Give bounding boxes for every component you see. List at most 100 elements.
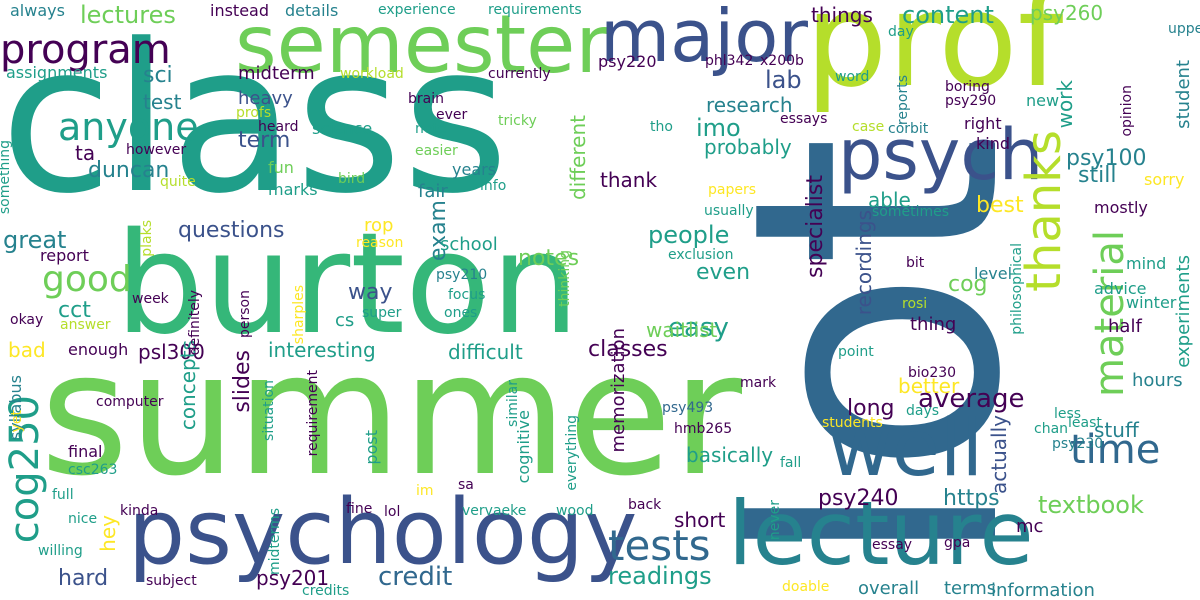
word-school: school — [440, 234, 498, 255]
word-classes: classes — [588, 337, 668, 362]
word-exclusion: exclusion — [668, 247, 734, 263]
word-willing: willing — [38, 543, 83, 559]
word-similar: similar — [505, 380, 521, 427]
word-different: different — [566, 115, 590, 200]
word-however: however — [126, 142, 187, 158]
word-week: week — [132, 291, 169, 307]
word-kind: kind — [976, 134, 1011, 153]
word-final: final — [68, 442, 103, 461]
word-instead: instead — [210, 1, 269, 20]
word-class: class — [0, 1, 509, 239]
word-material: material — [1087, 230, 1133, 397]
word-usually: usually — [704, 203, 754, 219]
word-psy230: psy230 — [1052, 436, 1104, 452]
word-half: half — [1108, 316, 1142, 337]
word-mc: mc — [1016, 516, 1044, 537]
word-everything: everything — [564, 415, 580, 491]
word-doable: doable — [782, 579, 830, 595]
word-experiments: experiments — [1173, 255, 1194, 368]
word-report: report — [40, 246, 89, 265]
word-kinda: kinda — [120, 503, 159, 519]
word-slides: slides — [230, 350, 255, 413]
word-profs: profs — [236, 105, 272, 121]
word-brain: brain — [408, 91, 444, 107]
word-full: full — [52, 487, 74, 503]
word-even: even — [696, 260, 751, 285]
word-info: info — [480, 178, 507, 194]
word-interesting: interesting — [268, 338, 376, 362]
word-marks: marks — [268, 180, 318, 199]
word-day: day — [888, 24, 914, 40]
word-fall: fall — [780, 455, 802, 471]
word-bad: bad — [8, 338, 46, 362]
word-way: way — [348, 280, 393, 305]
word-basically: basically — [686, 443, 774, 467]
word-experience: experience — [378, 2, 456, 18]
word-less: less — [1054, 406, 1082, 422]
word-reason: reason — [356, 235, 404, 251]
word-upper: upper — [1168, 21, 1200, 37]
word-textbook: textbook — [1038, 491, 1144, 519]
word-questions: questions — [178, 218, 285, 243]
word-rop: rop — [364, 215, 394, 236]
word-summer: summer — [40, 316, 742, 514]
word-note: note — [415, 121, 447, 137]
word-vervaeke: vervaeke — [462, 503, 527, 519]
word-assignments: assignments — [6, 63, 108, 82]
word-psy220: psy220 — [598, 52, 657, 71]
word-easier: easier — [415, 143, 458, 159]
word-long: long — [847, 396, 895, 421]
word-cct: cct — [58, 298, 91, 323]
word-requirement: requirement — [305, 370, 321, 457]
word-lol: lol — [384, 504, 401, 520]
word-quite: quite — [160, 174, 196, 190]
word-cog: cog — [948, 272, 988, 297]
word-fine: fine — [346, 501, 373, 517]
word-overall: overall — [858, 578, 920, 599]
word-good: good — [42, 259, 132, 300]
word-sorry: sorry — [1144, 170, 1185, 189]
word-thanks: thanks — [1016, 130, 1072, 292]
word-burton: burton — [115, 203, 580, 366]
word-phl342: phl342 — [705, 53, 754, 69]
word-great: great — [3, 226, 67, 254]
word-plaks: plaks — [139, 220, 155, 257]
word-super: super — [362, 305, 402, 321]
word-advice: advice — [1094, 279, 1147, 298]
word-computer: computer — [96, 394, 164, 410]
word-cs: cs — [335, 310, 355, 331]
word-hours: hours — [1132, 370, 1183, 391]
word-easy: easy — [668, 313, 729, 343]
word-duncan: duncan — [88, 158, 170, 183]
word-back: back — [628, 497, 662, 513]
word-never: never — [767, 500, 783, 541]
word-better: better — [898, 374, 960, 398]
word-reports: reports — [895, 75, 911, 126]
word-workload: workload — [340, 66, 404, 82]
word-bird: bird — [338, 171, 366, 187]
word-sa: sa — [458, 477, 474, 493]
word-hey: hey — [96, 515, 120, 552]
word-word: word — [835, 69, 870, 85]
word-still: still — [1078, 163, 1117, 188]
word-credit: credit — [378, 562, 453, 592]
word-research: research — [706, 93, 793, 117]
word-people: people — [648, 221, 730, 249]
word-specialist: specialist — [803, 175, 828, 278]
word-science: science — [312, 119, 373, 138]
word-rosi: rosi — [902, 296, 928, 312]
word-psy210: psy210 — [436, 267, 488, 283]
word-difficult: difficult — [448, 340, 523, 364]
word-mark: mark — [740, 375, 777, 391]
word-years: years — [452, 160, 497, 179]
word-recordings: recordings — [852, 210, 876, 316]
word-post: post — [362, 430, 381, 465]
word-tricky: tricky — [498, 113, 537, 129]
word-students: students — [822, 415, 883, 431]
word-psy201: psy201 — [256, 566, 330, 590]
word-bit: bit — [906, 255, 925, 271]
word-boring: boring — [945, 79, 990, 95]
word-psychology: psychology — [128, 480, 638, 585]
word-always: always — [10, 1, 65, 20]
